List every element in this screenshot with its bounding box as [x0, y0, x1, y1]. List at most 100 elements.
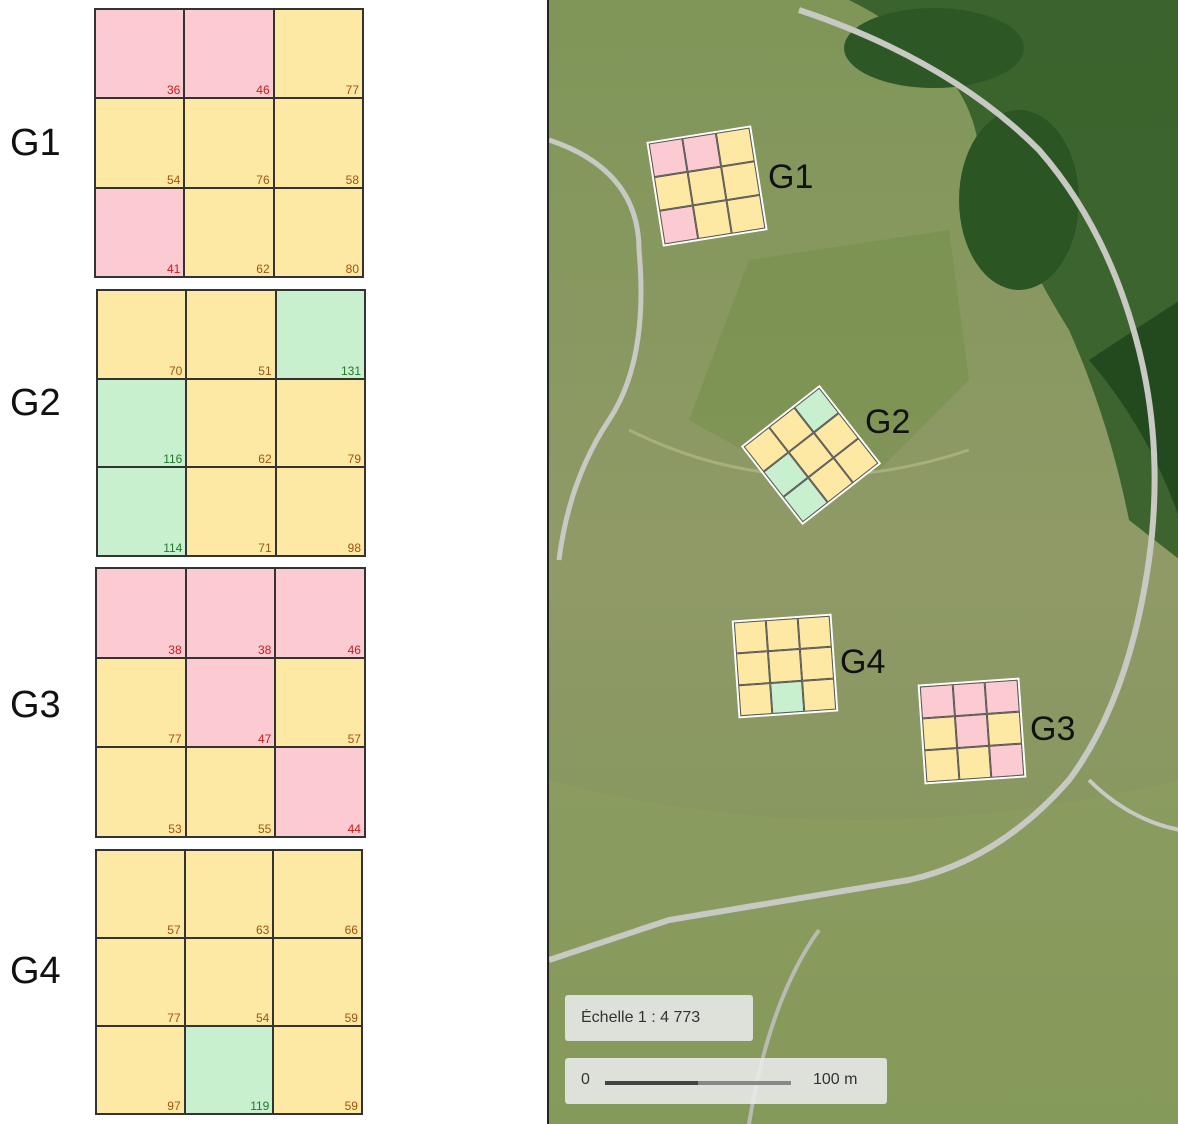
- map-grid-g1[interactable]: [646, 125, 768, 247]
- map-grid-cell: [987, 711, 1022, 746]
- grid-cell: 62: [186, 378, 276, 468]
- cell-value: 53: [168, 821, 182, 836]
- cell-value: 36: [166, 83, 181, 98]
- grid-cell: 77: [96, 938, 185, 1026]
- cell-value: 97: [167, 1099, 181, 1113]
- cell-value: 58: [345, 172, 359, 187]
- map-grid-cell: [736, 651, 771, 685]
- grid-g3: 38 38 46 77 47 57 53 55 44: [95, 567, 366, 838]
- grid-cell: 58: [273, 98, 363, 188]
- grid-cell: 36: [95, 9, 185, 99]
- cell-value: 70: [168, 363, 183, 378]
- grid-cell: 119: [184, 1026, 274, 1114]
- map-grid-cell: [738, 682, 773, 717]
- cell-value: 38: [257, 642, 272, 657]
- cell-value: 57: [347, 732, 361, 747]
- map-label-g4: G4: [840, 643, 886, 681]
- map-grid-cell: [648, 138, 688, 178]
- cell-value: 46: [347, 642, 361, 657]
- grid-cell: 131: [275, 290, 365, 379]
- grid-cell: 54: [184, 938, 274, 1026]
- aerial-map[interactable]: G1 G2 G4 G3 Échelle 1 : 4 773 0 100 m: [547, 0, 1178, 1124]
- cell-value: 116: [163, 452, 183, 467]
- grid-cell: 116: [97, 378, 187, 468]
- map-grid-cell: [726, 194, 766, 234]
- cell-value: 57: [167, 923, 181, 937]
- map-grid-cell: [687, 166, 727, 206]
- cell-value: 59: [344, 1099, 358, 1113]
- grid-cell: 47: [185, 657, 276, 748]
- map-grid-cell: [954, 713, 990, 749]
- map-grid-cell: [919, 684, 955, 719]
- map-grid-g3[interactable]: [917, 677, 1027, 785]
- cell-value: 71: [258, 540, 272, 555]
- map-grid-cell: [733, 620, 768, 654]
- panel-label-g1: G1: [10, 122, 61, 164]
- cell-value: 63: [255, 923, 270, 937]
- cell-value: 98: [347, 540, 361, 555]
- panel-label-g3: G3: [10, 684, 61, 726]
- grid-cell: 77: [273, 9, 363, 99]
- panel-label-g2: G2: [10, 382, 61, 424]
- grid-cell: 38: [185, 568, 276, 658]
- grid-cell: 54: [95, 98, 185, 188]
- grid-cell: 57: [275, 657, 365, 748]
- grid-cell: 79: [275, 378, 365, 468]
- map-grid-g4[interactable]: [731, 613, 839, 719]
- cell-value: 62: [256, 262, 270, 276]
- grid-cell: 46: [184, 9, 274, 99]
- grid-cell: 51: [186, 290, 276, 379]
- grid-cell: 38: [96, 568, 186, 658]
- grid-cell: 41: [95, 187, 185, 277]
- map-grid-cell: [715, 127, 755, 167]
- scale-bar-line: [605, 1081, 791, 1085]
- grid-cell: 46: [275, 568, 365, 658]
- grid-cell: 80: [273, 187, 363, 277]
- scale-bar-box: 0 100 m: [565, 1058, 887, 1104]
- scale-bar-start: 0: [581, 1071, 590, 1088]
- map-grid-cell: [924, 748, 960, 783]
- cell-value: 59: [344, 1011, 358, 1025]
- map-grid-cell: [765, 617, 800, 652]
- map-grid-cell: [770, 680, 805, 715]
- scale-bar-end: 100 m: [813, 1071, 858, 1088]
- map-grid-cell: [799, 647, 834, 681]
- grid-g2: 70 51 131 116 62 79 114 71 98: [96, 289, 366, 557]
- cell-value: 66: [344, 923, 358, 937]
- map-grid-cell: [797, 615, 832, 650]
- cell-value: 54: [255, 1011, 270, 1025]
- map-grid-cell: [767, 649, 803, 683]
- grid-cell: 59: [273, 938, 362, 1026]
- grid-cell: 62: [184, 187, 274, 277]
- map-grid-cell: [721, 161, 761, 201]
- map-label-g3: G3: [1030, 710, 1076, 748]
- map-grid-cell: [922, 716, 957, 751]
- grid-cell: 71: [186, 467, 276, 556]
- grid-cell: 70: [97, 290, 187, 379]
- cell-value: 55: [257, 821, 272, 836]
- map-label-g2: G2: [865, 403, 911, 441]
- grid-cell: 114: [97, 467, 187, 556]
- cell-value: 46: [256, 83, 270, 98]
- cell-value: 54: [166, 172, 181, 187]
- panel-label-g4: G4: [10, 950, 61, 992]
- map-grid-cell: [802, 678, 837, 712]
- cell-value: 41: [166, 262, 181, 276]
- map-label-g1: G1: [768, 158, 814, 196]
- grid-cell: 76: [184, 98, 274, 188]
- grid-g1: 36 46 77 54 76 58 41 62 80: [94, 8, 364, 278]
- map-grid-cell: [653, 171, 693, 211]
- cell-value: 77: [345, 83, 359, 98]
- grid-cell: 53: [96, 747, 186, 837]
- cell-value: 114: [163, 540, 183, 555]
- scale-ratio-box: Échelle 1 : 4 773: [565, 995, 753, 1041]
- cell-value: 77: [168, 732, 182, 747]
- map-grid-cell: [984, 679, 1020, 714]
- cell-value: 62: [258, 452, 272, 467]
- map-grid-cell: [952, 681, 988, 717]
- grid-cell: 98: [275, 467, 365, 556]
- map-grid-cell: [682, 132, 722, 172]
- scale-ratio-text: Échelle 1 : 4 773: [581, 1009, 701, 1026]
- grid-cell: 97: [96, 1026, 185, 1114]
- grid-cell: 55: [185, 747, 276, 837]
